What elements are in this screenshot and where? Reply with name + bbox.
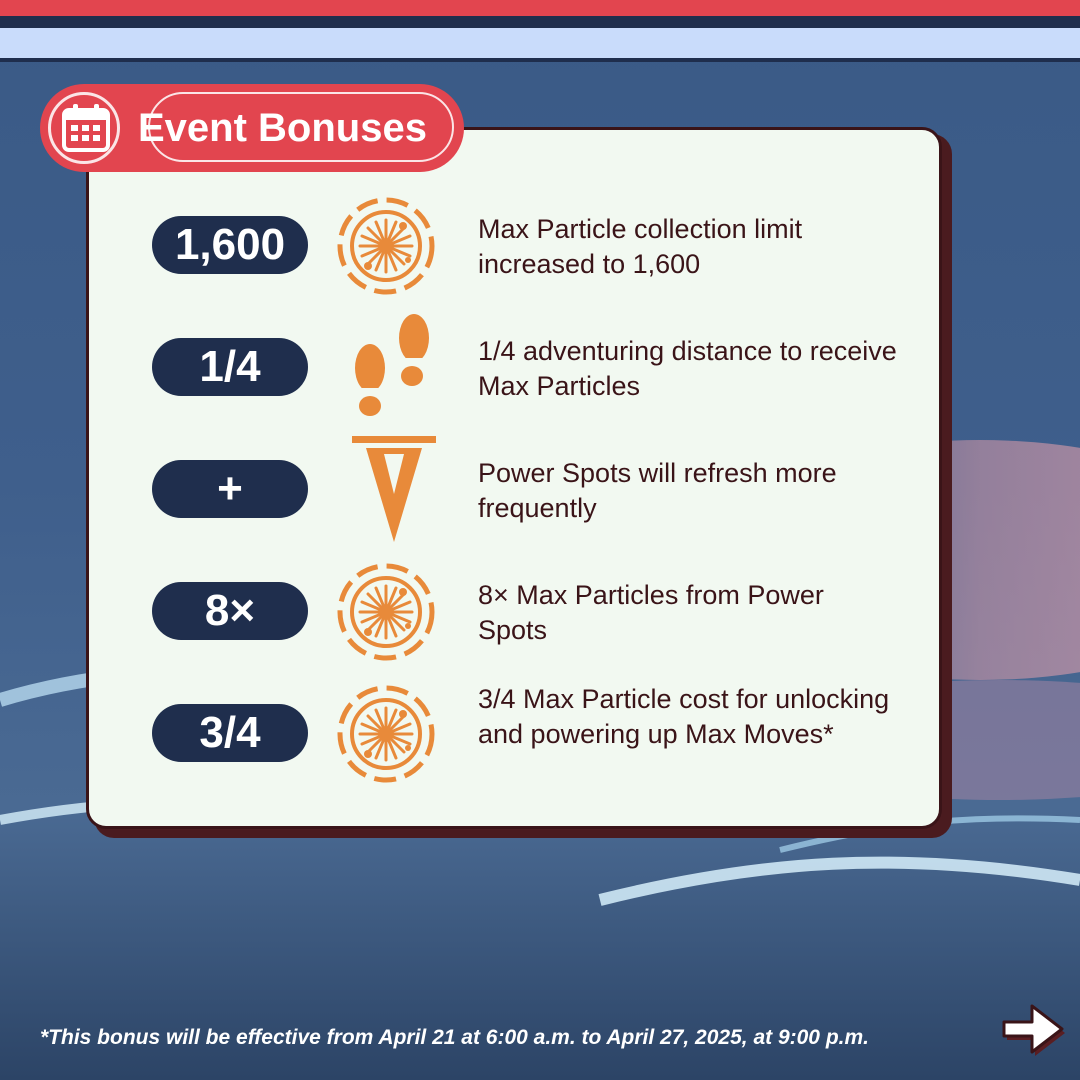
bonus-description: Power Spots will refresh more frequently xyxy=(478,458,837,523)
max-particle-icon xyxy=(336,556,436,668)
bonus-value-pill: 1,600 xyxy=(152,216,308,274)
bonus-description: 1/4 adventuring distance to receive Max … xyxy=(478,336,897,401)
arrow-right-icon[interactable] xyxy=(996,992,1070,1066)
bonus-row-2: 1/4 1/4 adventuring distance to receive … xyxy=(0,310,1080,430)
footnote: *This bonus will be effective from April… xyxy=(40,1026,869,1049)
bonus-row-5: 3/4 3/4 Max Particle cost for unlocking … xyxy=(0,676,1080,796)
bonus-row-4: 8× 8× Max Particles from Power Spots xyxy=(0,554,1080,674)
top-stripe-red xyxy=(0,0,1080,16)
max-particle-icon xyxy=(336,190,436,302)
bonus-value-pill: 8× xyxy=(152,582,308,640)
page-title: Event Bonuses xyxy=(138,106,427,150)
calendar-icon xyxy=(62,104,110,152)
bonus-value-pill: 3/4 xyxy=(152,704,308,762)
top-stripe-navy xyxy=(0,16,1080,28)
top-stripe-light xyxy=(0,28,1080,58)
power-spot-icon xyxy=(352,436,436,542)
footprints-icon xyxy=(354,314,430,416)
bonus-description: 8× Max Particles from Power Spots xyxy=(478,580,824,645)
bonus-description: 3/4 Max Particle cost for unlocking and … xyxy=(478,684,890,749)
bonus-description: Max Particle collection limit increased … xyxy=(478,214,803,279)
bonus-value-pill: 1/4 xyxy=(152,338,308,396)
max-particle-icon xyxy=(336,678,436,790)
bonus-value-pill: + xyxy=(152,460,308,518)
top-stripe-edge xyxy=(0,58,1080,62)
title-badge-outline xyxy=(148,92,454,162)
bonus-row-3: + Power Spots will refresh more frequent… xyxy=(0,432,1080,552)
bonus-row-1: 1,600 Max Particle collection limit incr… xyxy=(0,188,1080,308)
